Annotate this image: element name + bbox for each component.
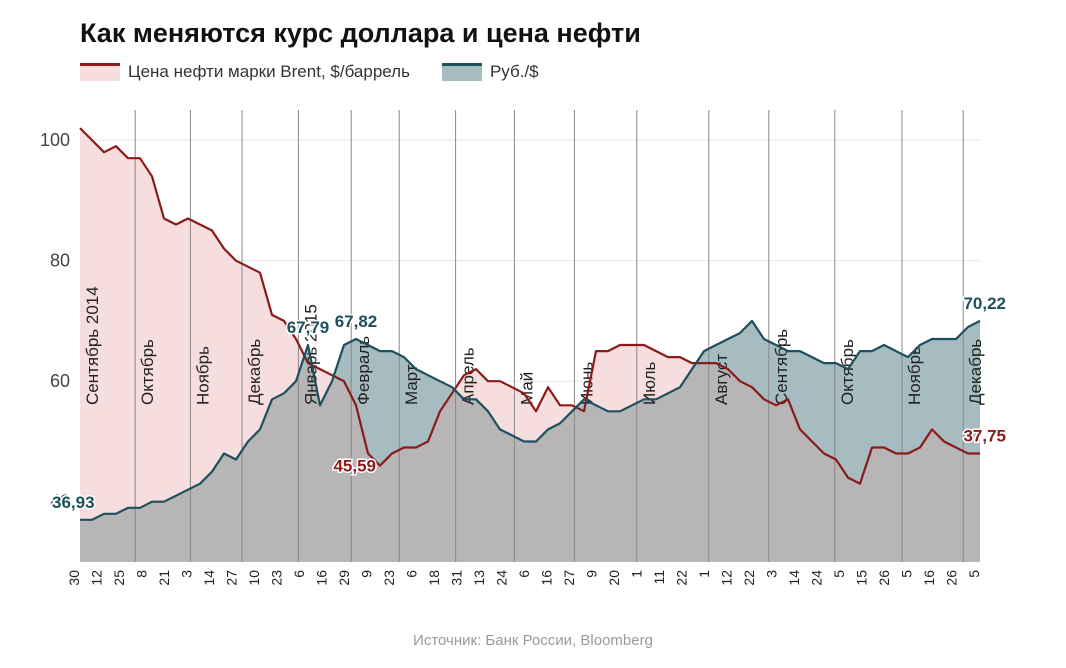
x-tick-label: 10 [246,570,262,586]
x-tick-label: 29 [336,570,352,586]
month-label: Август [712,354,731,405]
month-label: Октябрь [138,339,157,405]
x-tick-label: 30 [66,570,82,586]
x-tick-label: 16 [921,570,937,586]
x-tick-label: 24 [494,570,510,586]
legend-item-rub: Руб./$ [441,62,539,82]
x-tick-label: 5 [831,570,847,578]
legend-swatch-rub [441,63,482,81]
x-tick-label: 14 [786,570,802,586]
x-tick-label: 18 [426,570,442,586]
month-label: Ноябрь [193,346,212,405]
month-label: Февраль [354,336,373,405]
x-tick-label: 16 [314,570,330,586]
month-label: Апрель [459,347,478,405]
x-tick-label: 15 [854,570,870,586]
x-tick-label: 21 [156,570,172,586]
month-label: Октябрь [838,339,857,405]
data-label: 37,75 [963,427,1006,446]
x-tick-label: 27 [224,570,240,586]
x-tick-label: 26 [944,570,960,586]
y-tick-label: 100 [40,130,70,150]
x-tick-label: 3 [764,570,780,578]
data-label: 70,22 [963,294,1006,313]
month-label: Сентябрь 2014 [83,286,102,405]
legend-item-oil: Цена нефти марки Brent, $/баррель [80,62,410,82]
x-tick-label: 9 [584,570,600,578]
month-label: Март [402,364,421,405]
month-label: Декабрь [966,339,985,405]
x-tick-label: 3 [179,570,195,578]
legend-swatch-oil [80,63,120,81]
x-tick-label: 14 [201,570,217,586]
chart-plot: Сентябрь 2014 Октябрь Ноябрь Декабрь Январь … [40,110,1008,586]
month-label: Ноябрь [905,346,924,405]
x-tick-label: 27 [561,570,577,586]
y-tick-label: 60 [50,371,70,391]
x-tick-label: 22 [674,570,690,586]
x-tick-label: 13 [471,570,487,586]
x-tick-label: 25 [111,570,127,586]
data-label: 36,93 [52,493,95,512]
x-tick-label: 9 [359,570,375,578]
x-tick-label: 23 [269,570,285,586]
legend: Цена нефти марки Brent, $/баррель Руб./$ [80,62,571,82]
source-note: Источник: Банк России, Bloomberg [413,632,653,649]
x-tick-label: 23 [381,570,397,586]
month-label: Июль [640,361,659,405]
x-tick-label: 6 [404,570,420,578]
month-label: Сентябрь [772,329,791,405]
x-tick-label: 31 [449,570,465,586]
x-tick-label: 16 [539,570,555,586]
month-label: Декабрь [245,339,264,405]
x-tick-label: 22 [741,570,757,586]
x-tick-label: 24 [809,570,825,586]
x-tick-label: 12 [719,570,735,586]
data-label: 45,59 [333,457,376,476]
chart-title: Как меняются курс доллара и цена нефти [80,18,641,48]
y-tick-label: 40 [50,492,70,512]
y-tick-label: 80 [50,251,70,271]
data-label: 67,79 [287,318,330,337]
x-tick-label: 6 [516,570,532,578]
x-tick-label: 12 [89,570,105,586]
x-tick-label: 6 [291,570,307,578]
x-tick-label: 8 [134,570,150,578]
oil-line [79,127,980,485]
x-tick-label: 11 [651,570,667,585]
x-tick-label: 26 [876,570,892,586]
overlap-area [80,363,980,562]
x-tick-label: 1 [629,570,645,578]
x-tick-label: 5 [966,570,982,578]
x-tick-label: 5 [899,570,915,578]
legend-label-rub: Руб./$ [489,62,539,81]
rub-line [80,319,981,521]
legend-label-oil: Цена нефти марки Brent, $/баррель [128,62,410,81]
x-tick-label: 20 [606,570,622,586]
month-label: Май [517,372,536,405]
x-tick-label: 1 [696,570,712,578]
data-label: 67,82 [335,312,378,331]
